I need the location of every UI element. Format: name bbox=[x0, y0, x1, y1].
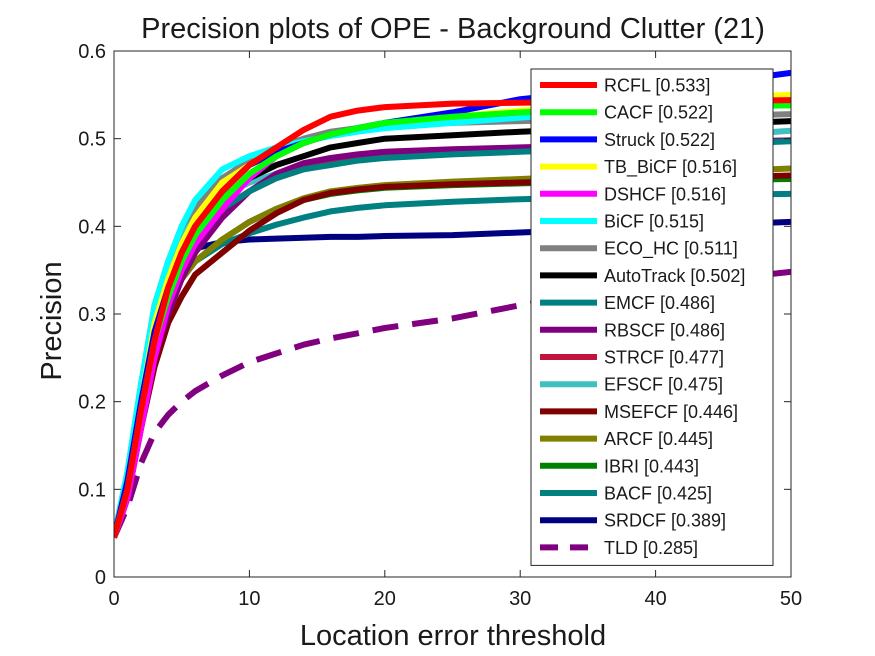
legend-label-4: DSHCF [0.516] bbox=[604, 184, 726, 204]
y-tick-label-4: 0.4 bbox=[78, 216, 106, 238]
y-tick-label-0: 0 bbox=[95, 567, 106, 589]
x-tick-label-5: 50 bbox=[780, 588, 802, 610]
y-tick-label-1: 0.1 bbox=[78, 479, 106, 501]
legend-label-16: SRDCF [0.389] bbox=[604, 511, 726, 531]
y-axis-ticks: 0 0.1 0.2 0.3 0.4 0.5 0.6 bbox=[78, 41, 791, 589]
chart-title: Precision plots of OPE - Background Clut… bbox=[141, 13, 765, 45]
legend-box bbox=[530, 68, 774, 566]
legend-label-11: EFSCF [0.475] bbox=[604, 375, 723, 395]
legend-label-15: BACF [0.425] bbox=[604, 484, 712, 504]
legend: RCFL [0.533] CACF [0.522] Struck [0.522] TB… bbox=[530, 68, 774, 566]
legend-label-3: TB_BiCF [0.516] bbox=[604, 157, 737, 178]
y-tick-label-3: 0.3 bbox=[78, 304, 106, 326]
x-tick-label-3: 30 bbox=[509, 588, 531, 610]
x-axis-ticks: 0 10 20 30 40 50 bbox=[108, 51, 802, 610]
y-tick-label-6: 0.6 bbox=[78, 41, 106, 63]
legend-label-9: RBSCF [0.486] bbox=[604, 320, 725, 340]
legend-label-14: IBRI [0.443] bbox=[604, 456, 699, 476]
legend-label-1: CACF [0.522] bbox=[604, 103, 713, 123]
legend-label-7: AutoTrack [0.502] bbox=[604, 266, 745, 286]
x-tick-label-1: 10 bbox=[238, 588, 260, 610]
y-tick-label-2: 0.2 bbox=[78, 392, 106, 414]
y-axis-label: Precision bbox=[36, 261, 68, 380]
x-tick-label-0: 0 bbox=[108, 588, 119, 610]
legend-label-17: TLD [0.285] bbox=[604, 538, 698, 558]
legend-label-0: RCFL [0.533] bbox=[604, 76, 710, 96]
y-tick-label-5: 0.5 bbox=[78, 129, 106, 151]
legend-label-8: EMCF [0.486] bbox=[604, 293, 715, 313]
legend-label-13: ARCF [0.445] bbox=[604, 429, 713, 449]
legend-entries: RCFL [0.533] CACF [0.522] Struck [0.522] TB… bbox=[540, 76, 745, 558]
x-tick-label-2: 20 bbox=[374, 588, 396, 610]
legend-label-5: BiCF [0.515] bbox=[604, 212, 704, 232]
x-tick-label-4: 40 bbox=[644, 588, 666, 610]
legend-label-12: MSEFCF [0.446] bbox=[604, 402, 738, 422]
legend-label-6: ECO_HC [0.511] bbox=[604, 239, 738, 260]
legend-label-2: Struck [0.522] bbox=[604, 130, 715, 150]
x-axis-label: Location error threshold bbox=[300, 620, 606, 652]
legend-label-10: STRCF [0.477] bbox=[604, 348, 724, 368]
